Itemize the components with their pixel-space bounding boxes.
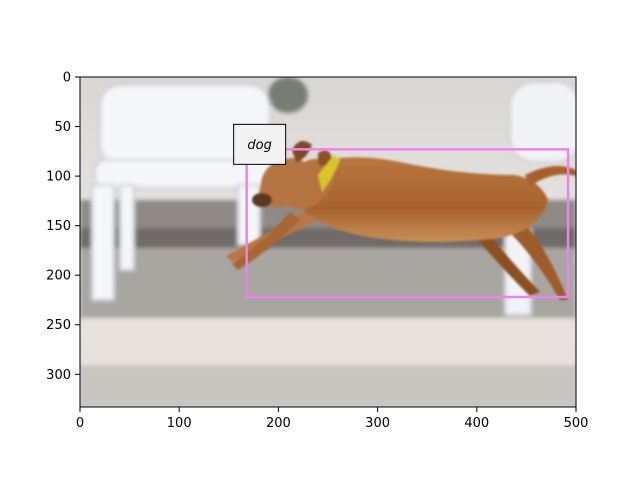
y-tick-label: 0 xyxy=(63,71,71,86)
detections-layer: dog xyxy=(233,123,570,299)
label-box xyxy=(233,123,287,165)
x-tick-label: 0 xyxy=(76,416,84,431)
y-tick-label: 250 xyxy=(46,318,71,333)
x-tick-label: 500 xyxy=(564,416,589,431)
y-tick-label: 50 xyxy=(54,120,71,135)
bounding-box xyxy=(245,148,570,299)
x-tick-label: 400 xyxy=(464,416,489,431)
y-tick-label: 200 xyxy=(46,269,71,284)
x-axis-ticks: 0 100 200 300 400 500 xyxy=(76,407,589,431)
y-axis-ticks: 0 50 100 150 200 250 300 xyxy=(46,71,80,383)
x-tick-label: 100 xyxy=(167,416,192,431)
dog xyxy=(226,141,576,300)
detection-label: dog xyxy=(247,138,271,153)
x-tick-label: 200 xyxy=(266,416,291,431)
photo xyxy=(80,77,576,407)
y-tick-label: 300 xyxy=(46,368,71,383)
x-tick-label: 300 xyxy=(365,416,390,431)
chair-left xyxy=(91,84,276,301)
y-tick-label: 150 xyxy=(46,219,71,234)
y-tick-label: 100 xyxy=(46,170,71,185)
axes-frame xyxy=(79,76,577,408)
